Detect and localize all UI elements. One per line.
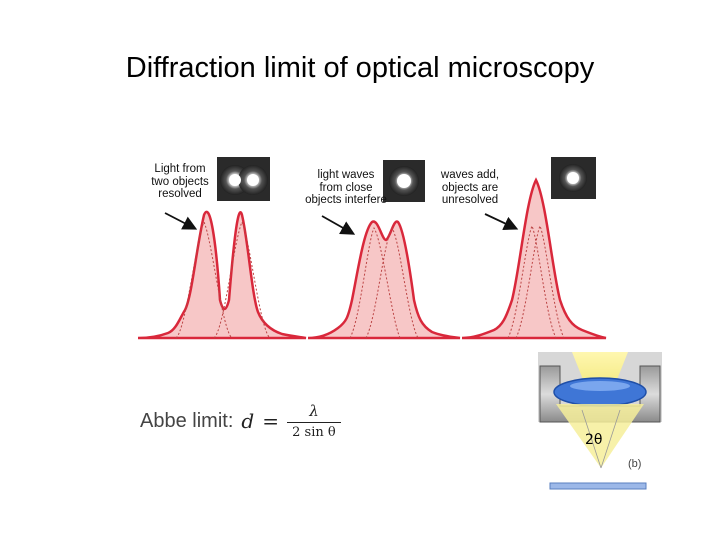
psf-peak-resolved [137,210,307,340]
panel-label: (b) [628,458,642,470]
caption-unresolved-line-1: waves add, [440,169,500,181]
abbe-label: Abbe limit: [140,409,234,432]
psf-peak-unresolved [461,177,607,340]
focus-cone [556,404,644,468]
caption-interfere-line-1: light waves [317,169,375,181]
abbe-limit-formula: Abbe limit: d = λ 2 sin θ [140,396,341,446]
arrow-interfere [321,215,356,235]
psf-panel-unresolved [461,157,607,340]
sample-slide [549,482,647,490]
psf-peak-interfere [307,220,461,340]
objective-lens-illustration [538,352,662,490]
caption-interfere-line-2: from close [319,181,373,194]
caption-interfere-line-3: objects interfere [305,194,387,206]
caption-unresolved-line-2: objects are [441,181,499,194]
fraction-bar [286,421,341,423]
arrow-resolved [164,212,198,230]
abbe-numerator: λ [309,401,319,420]
psf-panel-interfere [307,160,461,340]
abbe-denominator: 2 sin θ [292,424,336,440]
slide-title: Diffraction limit of optical microscopy [125,52,595,84]
caption-interfere: light waves from close objects interfere [296,169,396,207]
aperture-angle-label: 2θ [585,432,603,448]
abbe-variable: d [241,409,255,433]
abbe-equals: = [262,409,279,433]
caption-resolved-line-3: resolved [158,188,202,200]
arrow-unresolved [484,213,519,230]
caption-resolved-line-1: Light from [154,163,206,175]
psf-panel-resolved [137,157,307,340]
caption-unresolved-line-3: unresolved [441,194,499,206]
caption-unresolved: waves add, objects are unresolved [430,169,510,207]
caption-resolved-line-2: two objects [151,175,209,188]
caption-resolved: Light from two objects resolved [137,163,223,201]
abbe-fraction: λ 2 sin θ [286,401,341,440]
